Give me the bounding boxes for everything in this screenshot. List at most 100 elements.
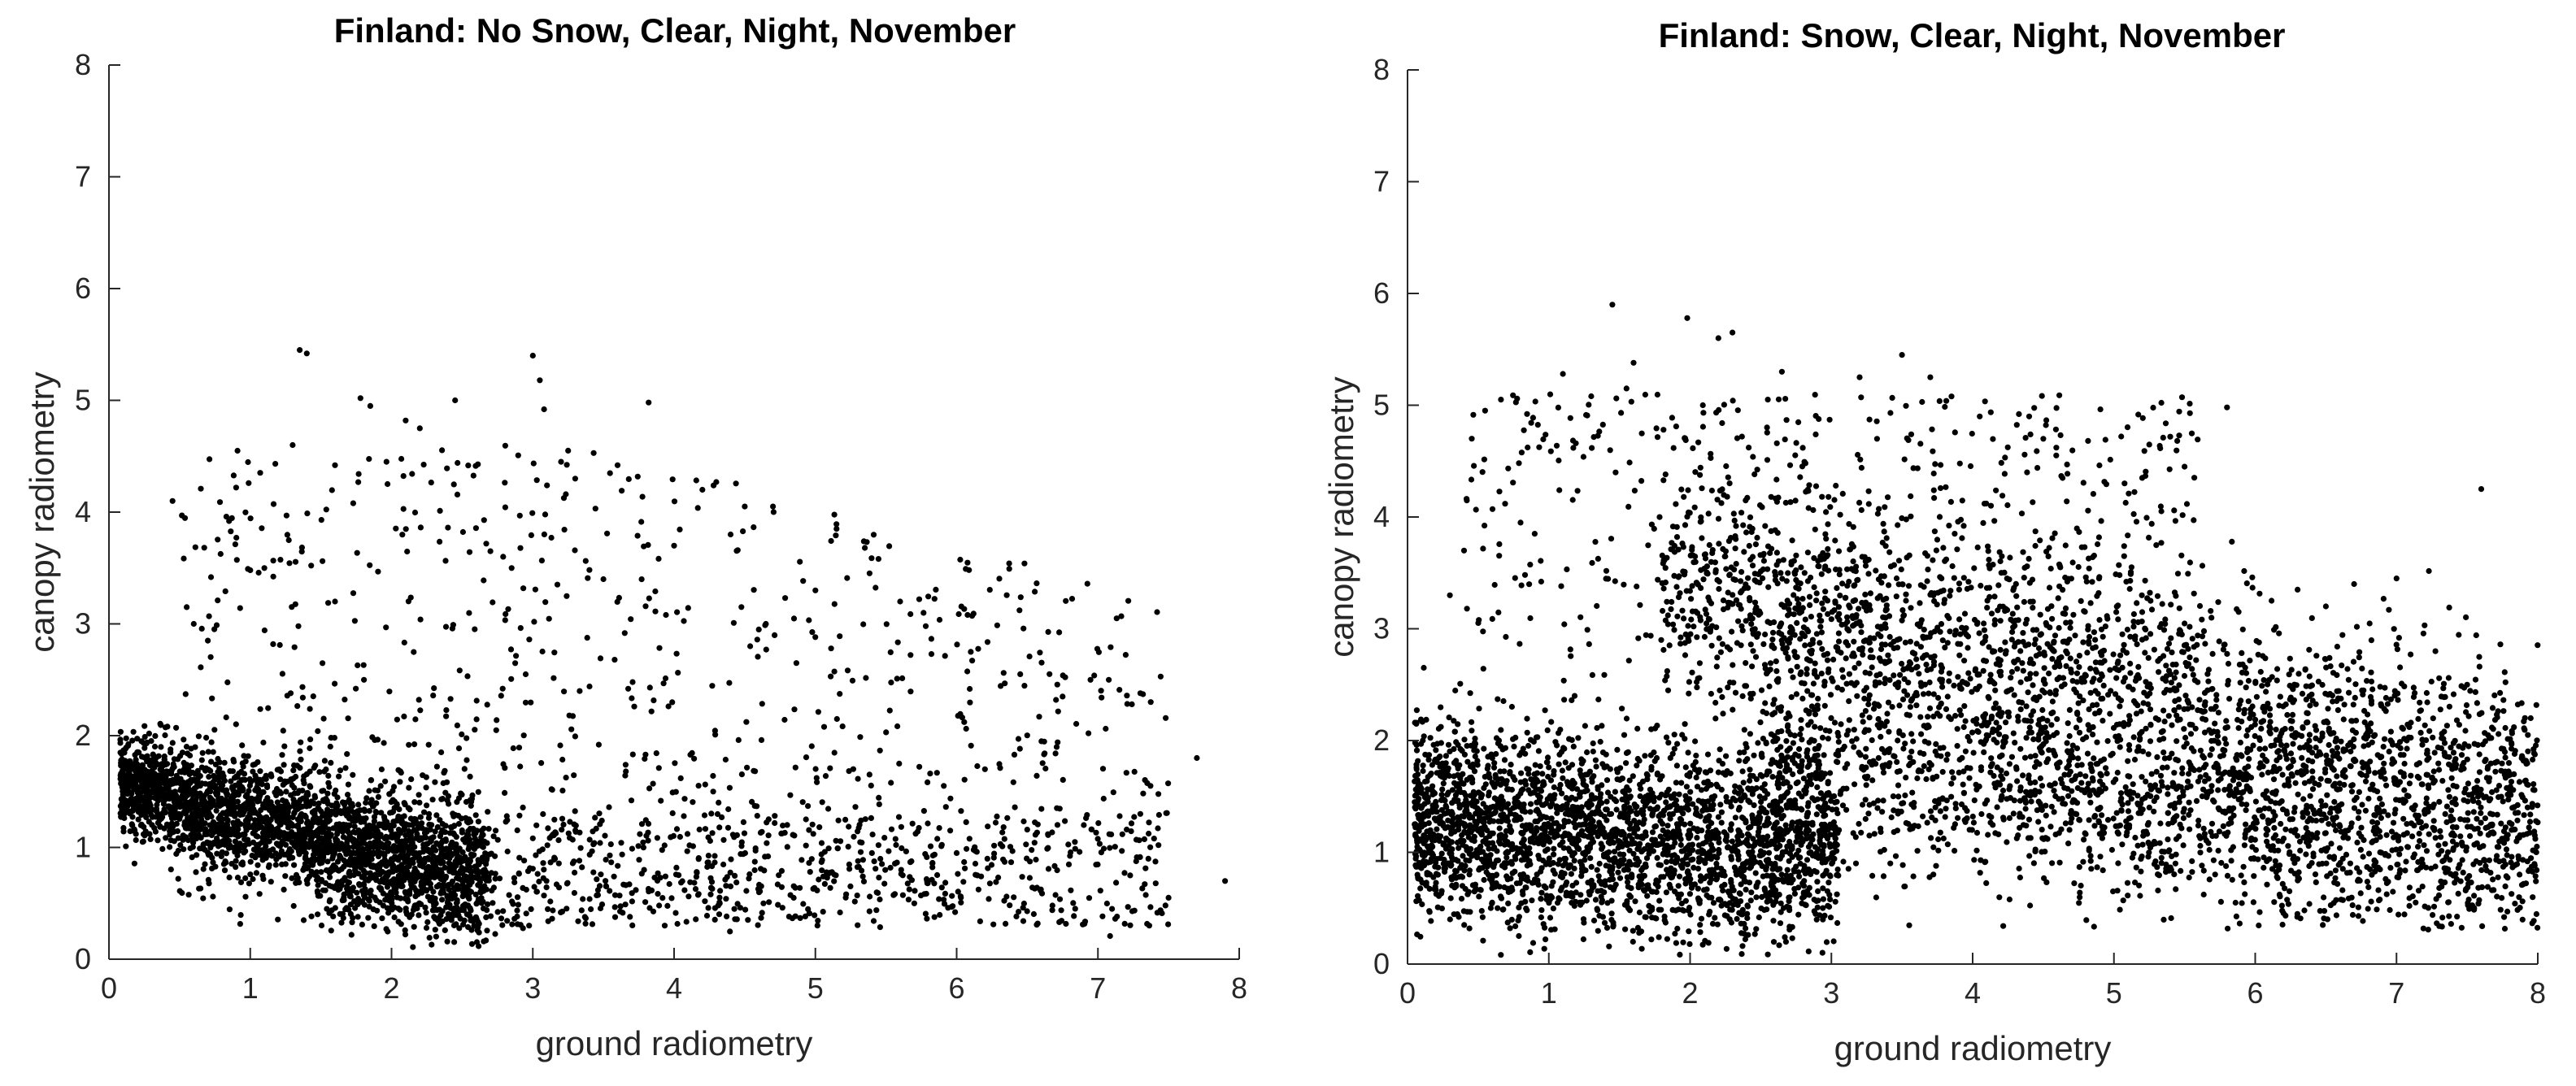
data-point [611,657,618,663]
data-point [122,797,128,804]
data-point [285,536,292,544]
data-point [1055,739,1061,745]
data-point [318,922,325,929]
data-point [1590,917,1598,924]
data-point [962,865,968,871]
data-point [648,708,655,715]
data-point [429,907,437,914]
data-point [662,873,669,880]
data-point [856,822,863,828]
data-point [465,463,472,469]
data-point [404,548,411,555]
data-point [526,923,533,929]
data-point [554,581,561,588]
data-point [710,772,716,780]
data-point [330,825,337,832]
data-point [964,559,971,566]
data-point [500,908,507,914]
data-point [569,836,576,843]
data-point [623,768,629,775]
data-point [751,858,758,865]
data-point [678,880,685,886]
data-point [827,765,833,771]
data-point [1016,607,1023,614]
data-point [1037,649,1043,656]
data-point [367,840,373,847]
data-point [464,883,471,889]
data-point [1609,302,1616,308]
data-point [1671,732,1677,738]
data-point [230,472,237,479]
data-point [263,819,269,825]
data-point [390,876,397,883]
data-point [607,841,614,848]
data-point [724,824,732,831]
data-point [657,875,664,881]
data-point [1672,931,1678,937]
chart-title: Finland: Snow, Clear, Night, November [1659,16,2286,54]
data-point [448,842,455,849]
data-point [1155,811,1162,819]
data-point [726,784,733,791]
data-point [1128,820,1135,827]
data-point [342,697,348,703]
data-point [472,463,479,469]
data-point [300,777,307,784]
data-point [1099,694,1105,701]
data-point [329,487,335,493]
data-point [215,597,221,604]
data-point [532,586,539,593]
data-point [446,886,452,893]
data-point [1112,844,1118,850]
data-point [668,834,674,841]
data-point [442,623,450,630]
data-point [831,601,838,607]
data-point [450,481,457,488]
data-point [502,789,508,797]
data-point [760,900,767,906]
data-point [172,790,178,797]
data-point [350,844,357,850]
data-point [463,839,470,845]
data-point [1020,918,1027,924]
data-point [1054,681,1060,688]
data-point [427,827,433,833]
data-point [350,771,356,778]
data-point [526,636,533,643]
data-point [1060,693,1066,700]
data-point [218,795,224,801]
data-point [730,619,738,626]
data-point [246,880,252,887]
data-point [551,816,558,823]
data-point [447,865,454,871]
data-point [755,654,761,660]
data-point [1073,720,1080,728]
data-point [189,844,196,850]
data-point [854,893,860,899]
data-point [622,762,629,768]
data-point [411,844,418,850]
data-point [1113,880,1120,886]
data-point [963,566,969,572]
data-point [723,896,729,902]
data-point [545,825,551,832]
data-point [886,707,893,714]
data-point [324,906,330,912]
data-point [875,556,881,563]
data-point [588,906,594,913]
data-point [434,823,441,831]
data-point [555,884,563,891]
data-point [1112,915,1119,922]
data-point [283,512,289,519]
data-point [322,880,329,887]
data-point [559,788,566,794]
data-point [1799,736,1805,743]
data-point [559,827,565,833]
data-point [218,816,224,823]
data-point [146,806,153,812]
data-point [440,886,446,893]
data-point [277,557,284,563]
data-point [218,801,225,808]
data-point [1107,845,1113,851]
data-point [545,918,551,924]
